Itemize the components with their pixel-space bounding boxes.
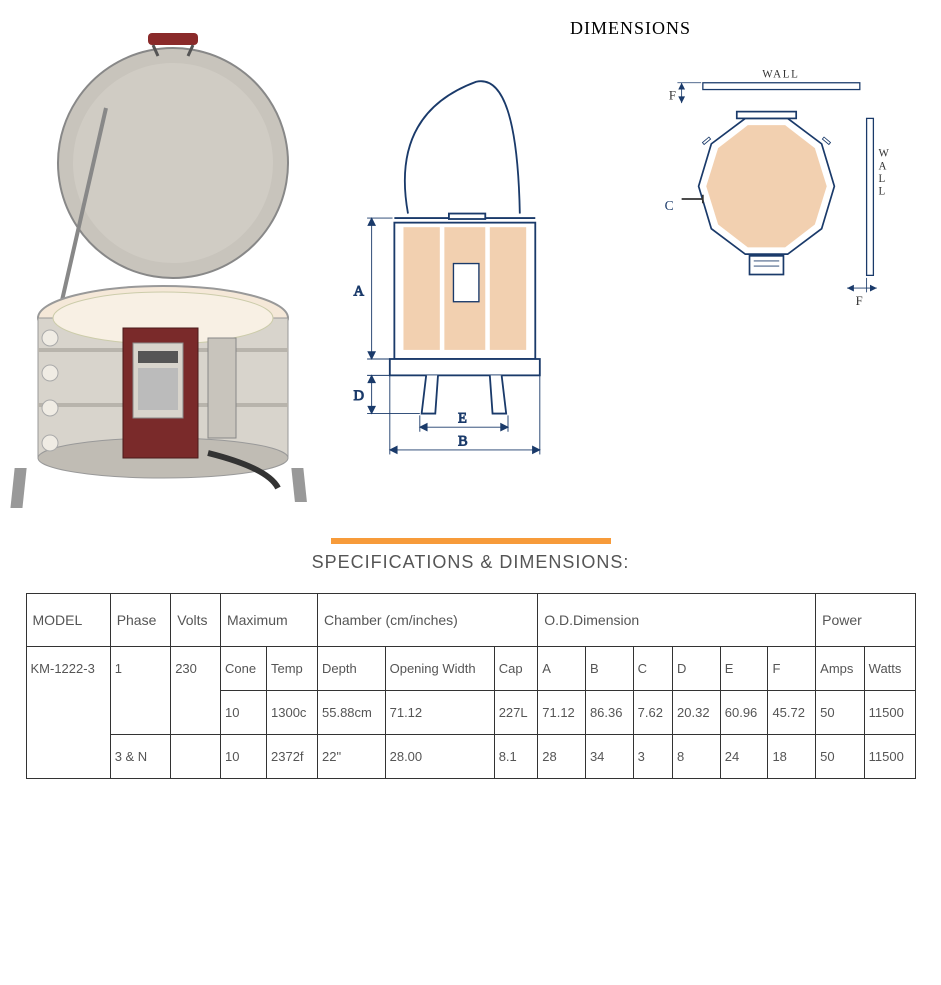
wall-label-right-W: W (878, 148, 889, 160)
table-subheader-row: KM-1222-3 1 230 Cone Temp Depth Opening … (26, 647, 915, 691)
kiln-product-image (8, 8, 308, 508)
col-od: O.D.Dimension (538, 594, 816, 647)
specifications-table: MODEL Phase Volts Maximum Chamber (cm/in… (26, 593, 916, 779)
col-volts: Volts (171, 594, 221, 647)
orange-divider (331, 538, 611, 544)
col-chamber: Chamber (cm/inches) (318, 594, 538, 647)
col-C: C (633, 647, 672, 691)
wall-label-top: WALL (762, 69, 799, 81)
svg-text:A: A (878, 160, 886, 172)
col-maximum: Maximum (220, 594, 317, 647)
dim-C: C (665, 198, 674, 213)
col-E: E (720, 647, 768, 691)
col-B: B (585, 647, 633, 691)
dim-F-top: F (669, 89, 676, 103)
col-model: MODEL (26, 594, 110, 647)
svg-text:L: L (878, 186, 885, 198)
dim-B: B (458, 433, 468, 449)
dimensions-heading: DIMENSIONS (328, 18, 933, 39)
cell-model: KM-1222-3 (26, 647, 110, 779)
side-view-diagram: A D E (328, 59, 588, 459)
specifications-heading: SPECIFICATIONS & DIMENSIONS: (8, 552, 933, 573)
col-phase: Phase (110, 594, 171, 647)
col-amps: Amps (816, 647, 865, 691)
col-F: F (768, 647, 816, 691)
table-data-row-imperial: 3 & N 10 2372f 22" 28.00 8.1 28 34 3 8 2… (26, 735, 915, 779)
col-cone: Cone (220, 647, 266, 691)
cell-phase1: 1 (110, 647, 171, 735)
table-header-row: MODEL Phase Volts Maximum Chamber (cm/in… (26, 594, 915, 647)
dim-A: A (353, 283, 364, 299)
cell-phase2: 3 & N (110, 735, 171, 779)
col-temp: Temp (267, 647, 318, 691)
dim-F-right: F (856, 294, 863, 308)
dim-D: D (353, 388, 364, 404)
dim-E: E (458, 411, 467, 427)
svg-text:L: L (878, 173, 885, 185)
col-watts: Watts (864, 647, 915, 691)
top-view-diagram: WALL F W A L L F (618, 59, 898, 339)
col-depth: Depth (318, 647, 386, 691)
cell-volts: 230 (171, 647, 221, 735)
col-D: D (673, 647, 721, 691)
col-power: Power (816, 594, 915, 647)
col-A: A (538, 647, 586, 691)
col-opening: Opening Width (385, 647, 494, 691)
col-cap: Cap (494, 647, 538, 691)
